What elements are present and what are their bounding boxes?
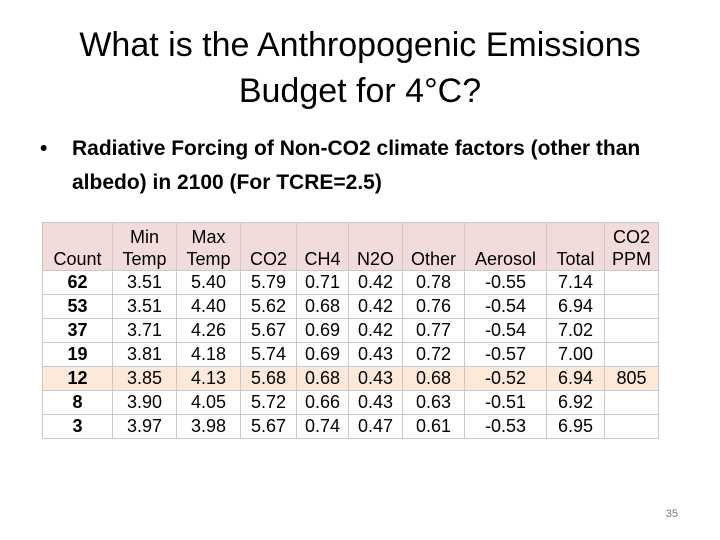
table-row: 62 3.51 5.40 5.79 0.71 0.42 0.78 -0.55 7.14: [42, 270, 659, 295]
header-cell: Max Temp: [176, 222, 241, 271]
table-cell: -0.51: [464, 390, 547, 415]
header-cell: Count: [42, 222, 113, 271]
table-cell: 7.00: [546, 342, 605, 367]
table-cell: 4.05: [176, 390, 241, 415]
table-cell: 0.71: [296, 270, 349, 295]
table-cell: 0.78: [402, 270, 465, 295]
table-cell: -0.57: [464, 342, 547, 367]
bullet: • Radiative Forcing of Non-CO2 climate fa…: [40, 137, 641, 194]
table-cell: 3.97: [112, 414, 177, 439]
empty-cell: [604, 390, 659, 415]
header-cell: Total: [546, 222, 605, 271]
table-cell: 0.76: [402, 294, 465, 319]
table-cell: 6.95: [546, 414, 605, 439]
header-cell: CO2 PPM: [604, 222, 659, 271]
table-row: 3 3.97 3.98 5.67 0.74 0.47 0.61 -0.53 6.95: [42, 414, 659, 439]
table-cell: 5.67: [240, 318, 297, 343]
table-cell: 6.92: [546, 390, 605, 415]
table-cell: 0.72: [402, 342, 465, 367]
table-cell: 5.40: [176, 270, 241, 295]
table-row: 8 3.90 4.05 5.72 0.66 0.43 0.63 -0.51 6.92: [42, 390, 659, 415]
empty-cell: [604, 414, 659, 439]
empty-cell: [604, 318, 659, 343]
table-cell: 0.69: [296, 318, 349, 343]
table-cell: 53: [42, 294, 113, 319]
table-cell: 3: [42, 414, 113, 439]
table-cell: 0.43: [348, 342, 403, 367]
table-cell: 0.68: [402, 366, 465, 391]
table-cell: 4.18: [176, 342, 241, 367]
slide-title: What is the Anthropogenic Emissions Budg…: [79, 26, 641, 110]
header-cell: Min Temp: [112, 222, 177, 271]
table-cell: 6.94: [546, 294, 605, 319]
table-cell: -0.55: [464, 270, 547, 295]
table-cell: 7.14: [546, 270, 605, 295]
table-cell: 7.02: [546, 318, 605, 343]
table-cell: 0.42: [348, 294, 403, 319]
table-cell: 4.26: [176, 318, 241, 343]
table-cell: 0.47: [348, 414, 403, 439]
table-cell: -0.53: [464, 414, 547, 439]
table-cell: 3.51: [112, 294, 177, 319]
table-cell: 3.85: [112, 366, 177, 391]
table-cell: -0.52: [464, 366, 547, 391]
page-number: 35: [665, 508, 678, 520]
empty-cell: [604, 294, 659, 319]
table-cell: 0.66: [296, 390, 349, 415]
table-cell: 8: [42, 390, 113, 415]
table-cell: 0.63: [402, 390, 465, 415]
table-cell: -0.54: [464, 318, 547, 343]
header-cell: Other: [402, 222, 465, 271]
table-cell: 0.61: [402, 414, 465, 439]
table-cell: 5.79: [240, 270, 297, 295]
header-cell: Aerosol: [464, 222, 547, 271]
empty-cell: [604, 342, 659, 367]
table-cell: 3.71: [112, 318, 177, 343]
table-cell: 0.74: [296, 414, 349, 439]
table-row: 53 3.51 4.40 5.62 0.68 0.42 0.76 -0.54 6.94: [42, 294, 659, 319]
table-cell: 5.67: [240, 414, 297, 439]
table-cell: 3.81: [112, 342, 177, 367]
table-cell: 4.40: [176, 294, 241, 319]
bullet-text: Radiative Forcing of Non-CO2 climate fac…: [72, 137, 641, 194]
table-cell: -0.54: [464, 294, 547, 319]
table: Count Min Temp Max Temp CO2 CH4 N2O Other Aeros…: [42, 222, 659, 439]
table-cell: 0.68: [296, 366, 349, 391]
empty-cell: [604, 270, 659, 295]
table-cell: 0.43: [348, 390, 403, 415]
header-row: Count Min Temp Max Temp CO2 CH4 N2O Other Aeros…: [42, 222, 659, 271]
table-cell: 4.13: [176, 366, 241, 391]
table-cell: 0.68: [296, 294, 349, 319]
header-cell: CH4: [296, 222, 349, 271]
table-cell: 3.98: [176, 414, 241, 439]
table-cell: 5.72: [240, 390, 297, 415]
table-cell: 0.43: [348, 366, 403, 391]
header-cell: CO2: [240, 222, 297, 271]
table-row: 37 3.71 4.26 5.67 0.69 0.42 0.77 -0.54 7.02: [42, 318, 659, 343]
table-row: 12 3.85 4.13 5.68 0.68 0.43 0.68 -0.52 6.94 805: [42, 366, 659, 391]
table-cell: 5.74: [240, 342, 297, 367]
table-cell: 5.62: [240, 294, 297, 319]
table-cell: 0.42: [348, 318, 403, 343]
table-cell: 0.42: [348, 270, 403, 295]
table-cell: 19: [42, 342, 113, 367]
table-cell: 6.94: [546, 366, 605, 391]
table-row: 19 3.81 4.18 5.74 0.69 0.43 0.72 -0.57 7.00: [42, 342, 659, 367]
header-cell: N2O: [348, 222, 403, 271]
table-cell: 5.68: [240, 366, 297, 391]
table-cell: 3.90: [112, 390, 177, 415]
table-cell: 62: [42, 270, 113, 295]
table-cell: 0.69: [296, 342, 349, 367]
table-cell: 3.51: [112, 270, 177, 295]
table-cell: 37: [42, 318, 113, 343]
table-cell: 12: [42, 366, 113, 391]
table-cell: 0.77: [402, 318, 465, 343]
table-cell: 805: [604, 366, 659, 391]
